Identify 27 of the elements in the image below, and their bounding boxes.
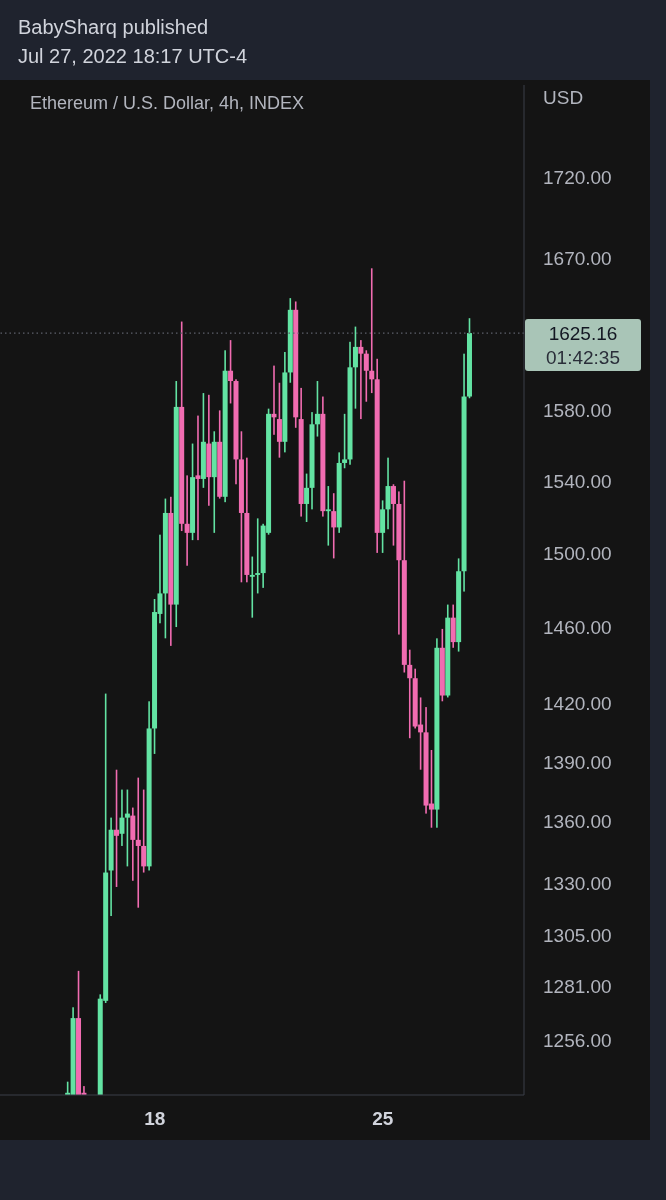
y-tick-label: 1390.00 [543, 751, 612, 773]
candlestick [249, 556, 255, 618]
candlestick [255, 518, 261, 594]
y-tick-label: 1460.00 [543, 616, 612, 638]
y-tick-label: 1670.00 [543, 248, 612, 270]
y-axis-title: USD [541, 87, 586, 109]
ref-line-label: 1625.16 [548, 322, 618, 344]
text: 01:42:35 [546, 346, 620, 368]
candlestick [407, 649, 413, 739]
x-tick-label: 18 [144, 1107, 166, 1129]
y-tick-label: 1720.00 [543, 167, 612, 189]
candlestick [135, 777, 141, 908]
y-tick-label: 1330.00 [543, 872, 612, 894]
y-tick-label: 1500.00 [543, 542, 612, 564]
chart-title: Ethereum / U.S. Dollar, 4h, INDEX [30, 93, 305, 114]
y-tick-label: 1305.00 [543, 924, 612, 946]
y-tick-label: 1580.00 [543, 400, 612, 422]
text: BabySharq published [18, 15, 210, 40]
x-tick-label: 25 [372, 1107, 394, 1129]
y-tick-label: 1281.00 [543, 975, 612, 997]
candlestick [331, 493, 337, 559]
y-tick-label: 1360.00 [543, 811, 612, 833]
y-tick-label: 1540.00 [543, 470, 612, 492]
candlestick [369, 268, 375, 394]
y-tick-label: 1256.00 [543, 1029, 612, 1051]
text: Jul 27, 2022 18:17 UTC-4 [18, 44, 248, 69]
y-tick-label: 1420.00 [543, 693, 612, 715]
